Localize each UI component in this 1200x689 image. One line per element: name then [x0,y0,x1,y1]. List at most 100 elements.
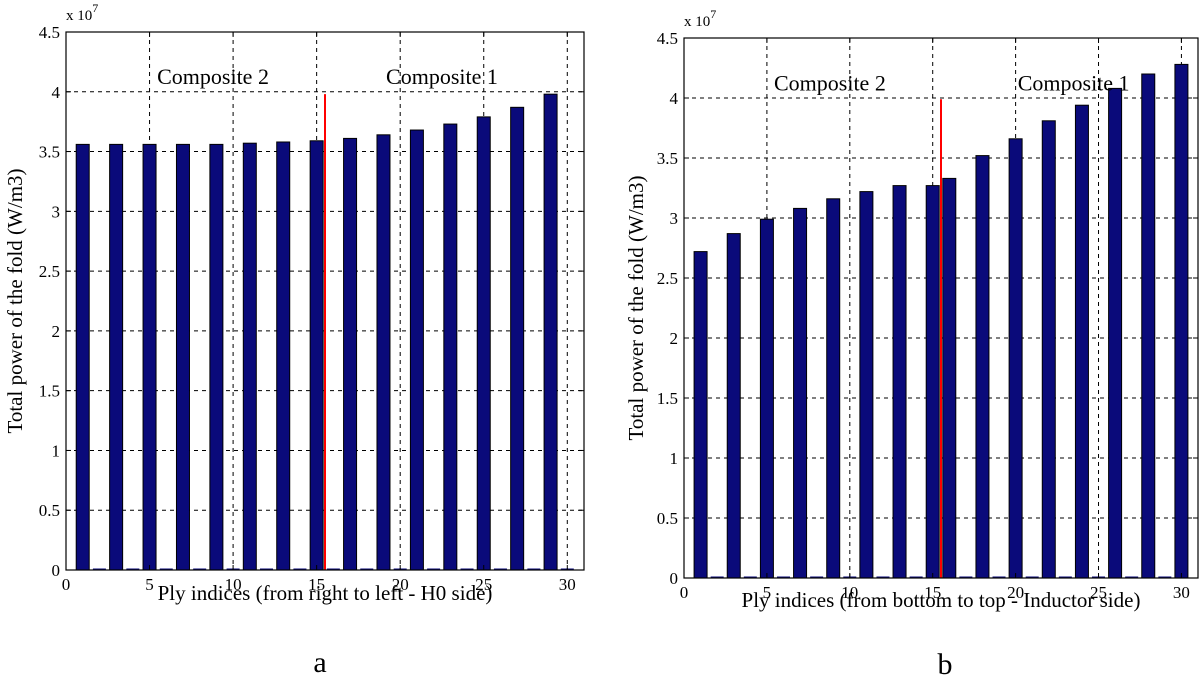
x-tick-label: 10 [841,583,858,602]
y-exponent-power: 7 [92,1,98,15]
y-tick-label: 1.5 [39,382,60,401]
bar [1041,120,1056,579]
x-tick-label: 15 [924,583,941,602]
y-exponent-power: 7 [710,7,716,21]
zero-bar [810,576,824,578]
bar [1174,63,1189,579]
ticks: 0 5 10 15 20 25 30 0 0.5 1 1.5 2 2.5 3 3.5 4 4.5 [39,23,584,594]
x-tick-label: 30 [1173,583,1190,602]
zero-bar [326,568,340,570]
y-tick-label: 3.5 [657,149,678,168]
bar [975,155,990,579]
bar [276,141,291,571]
zero-bar [427,568,441,570]
panel-label: b [938,648,953,681]
y-tick-label: 1 [670,449,679,468]
zero-bar [260,568,274,570]
zero-bar [1158,576,1172,578]
y-tick-label: 2 [670,329,679,348]
zero-bar [493,568,507,570]
bar [826,198,841,579]
bar [859,191,874,579]
zero-bar [743,576,757,578]
bar [510,106,525,571]
bar [925,185,940,579]
bar [242,142,257,571]
bar [1108,87,1123,579]
x-tick-label: 20 [392,575,409,594]
bar [1008,138,1023,579]
bar [142,143,157,571]
y-tick-label: 3 [52,202,61,221]
y-tick-label: 1 [52,441,61,460]
bar [1141,73,1156,579]
x-tick-label: 15 [308,575,325,594]
y-tick-label: 1.5 [657,389,678,408]
y-tick-label: 2.5 [657,269,678,288]
zero-bar [1058,576,1072,578]
bar [793,207,808,579]
bar [476,116,491,571]
y-exponent-base: x 10 [684,14,710,30]
x-axis-label: Ply indices (from right to left - H0 sid… [158,581,493,605]
bars [693,63,1189,579]
y-tick-label: 4.5 [657,29,678,48]
y-exponent-label: x 107 [684,7,716,30]
bar [726,233,741,579]
composite-annotation: Composite 2 [157,64,269,89]
zero-bar [710,576,724,578]
chart-panel-a: 0 5 10 15 20 25 30 0 0.5 1 1.5 2 2.5 3 3.5 4 4.5 x 107 Com… [3,1,585,679]
y-tick-label: 0 [52,561,61,580]
y-tick-label: 0 [670,569,679,588]
x-axis-label: Ply indices (from bottom to top - Induct… [742,588,1141,612]
axes-box [683,37,1199,579]
bar [759,218,774,579]
y-tick-label: 0.5 [39,501,60,520]
x-tick-label: 25 [1090,583,1107,602]
bar [376,134,391,571]
y-tick-label: 4 [52,83,61,102]
x-tick-label: 10 [225,575,242,594]
zero-bar [1025,576,1039,578]
zero-bar [460,568,474,570]
zero-bar [776,576,790,578]
y-exponent-base: x 10 [66,8,92,24]
y-tick-label: 3.5 [39,143,60,162]
bar [343,137,358,571]
composite-annotation: Composite 2 [774,70,886,95]
composite-annotation: Composite 1 [1018,70,1130,95]
x-tick-label: 0 [62,575,71,594]
bar [175,143,190,571]
bar [209,143,224,571]
y-tick-label: 2 [52,322,61,341]
axes-box [65,31,585,571]
bar [693,251,708,579]
zero-bar [909,576,923,578]
bar [409,129,424,571]
bar [75,143,90,571]
bars [75,93,574,571]
zero-bar [876,576,890,578]
zero-bar [360,568,374,570]
x-tick-label: 5 [763,583,772,602]
zero-bar [992,576,1006,578]
y-tick-label: 4 [670,89,679,108]
panel-label: a [313,646,326,679]
x-tick-label: 25 [475,575,492,594]
zero-bar [527,568,541,570]
bar [942,177,957,579]
y-tick-label: 0.5 [657,509,678,528]
y-tick-label: 2.5 [39,262,60,281]
zero-bar [126,568,140,570]
zero-bar [193,568,207,570]
bar [443,123,458,571]
x-tick-label: 20 [1007,583,1024,602]
zero-bar [92,568,106,570]
zero-bar [293,568,307,570]
y-axis-label: Total power of the fold (W/m3) [624,175,648,440]
y-tick-label: 3 [670,209,679,228]
bar [892,185,907,579]
zero-bar [1125,576,1139,578]
x-tick-label: 30 [559,575,576,594]
